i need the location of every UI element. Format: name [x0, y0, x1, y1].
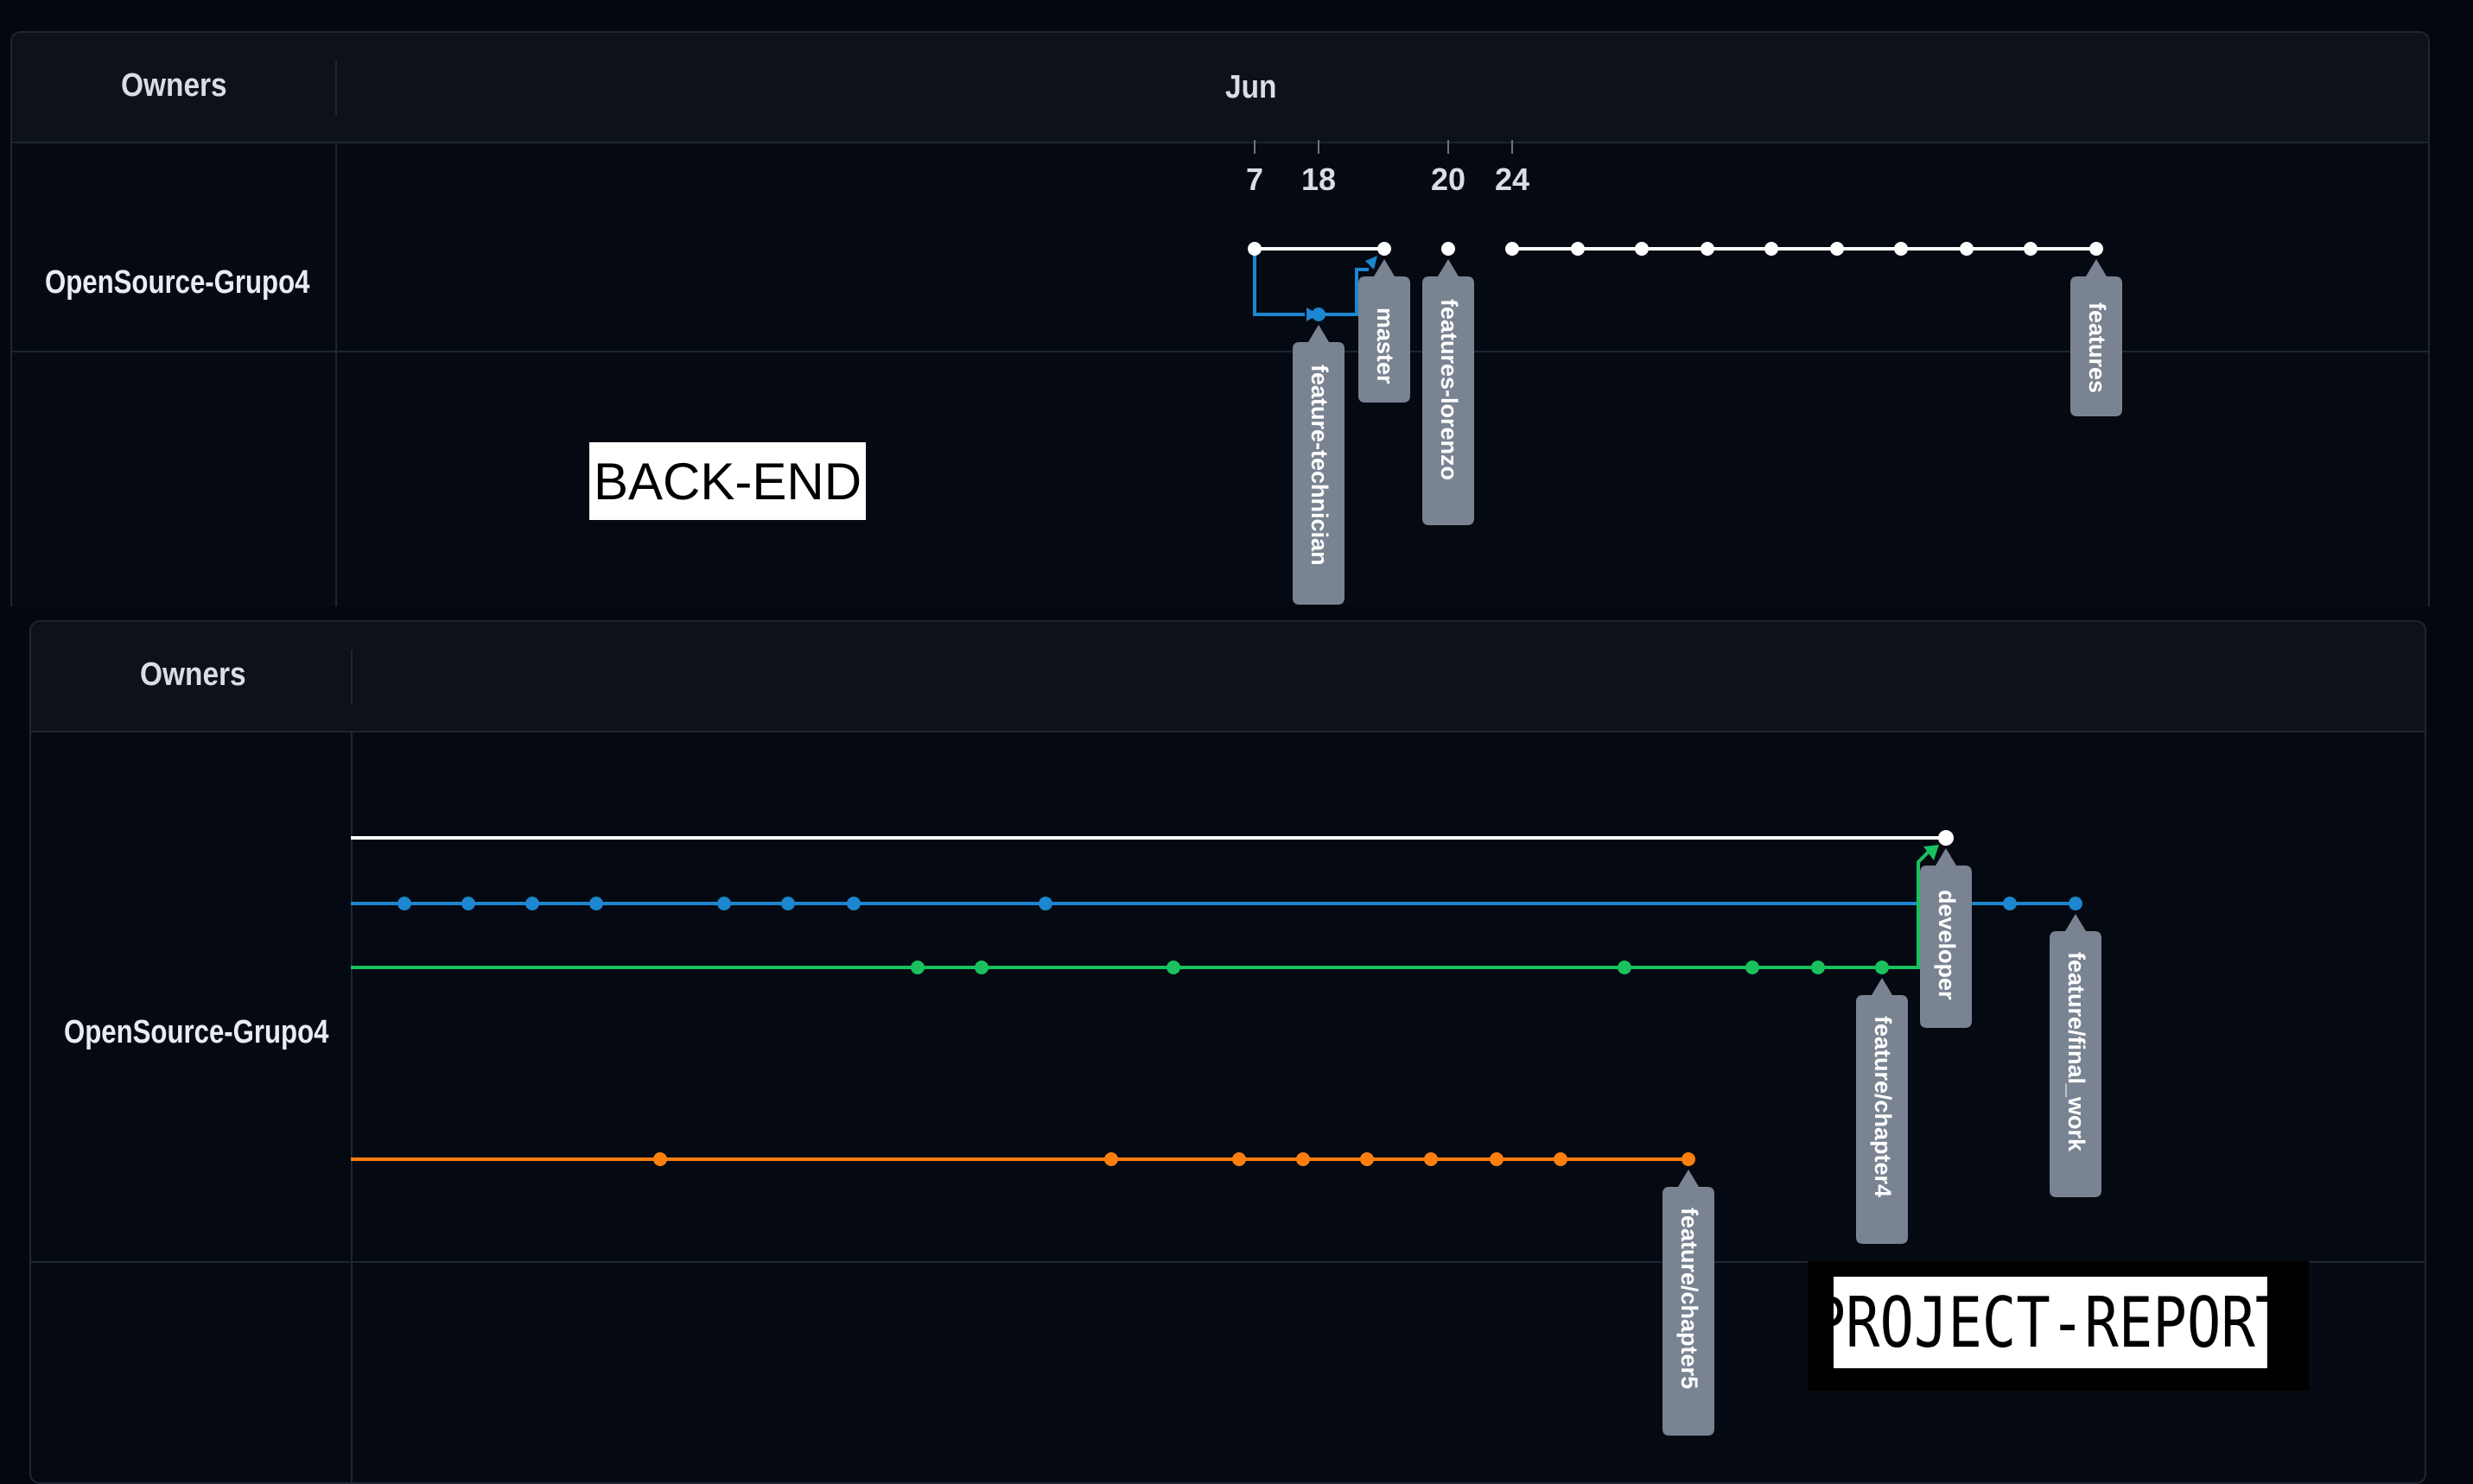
commit-dot[interactable] — [1167, 961, 1180, 974]
branch-label-feature-technician[interactable]: feature-technician — [1293, 325, 1345, 605]
owner-name[interactable]: OpenSource-Grupo4 — [64, 1014, 329, 1050]
branch-label-chapter4[interactable]: feature/chapter4 — [1856, 978, 1908, 1244]
commit-dot[interactable] — [2069, 897, 2082, 910]
commit-dot[interactable] — [525, 897, 539, 910]
commit-dot[interactable] — [1938, 830, 1954, 846]
report-header: Owners — [31, 622, 2425, 732]
owners-column-header: Owners — [140, 656, 246, 693]
commit-dot[interactable] — [1875, 961, 1889, 974]
commit-dot[interactable] — [1232, 1152, 1246, 1166]
commit-dot[interactable] — [1701, 242, 1714, 256]
branch-label-chapter5[interactable]: feature/chapter5 — [1662, 1170, 1714, 1436]
backend-stamp: BACK-END — [589, 442, 866, 520]
commit-dot[interactable] — [1764, 242, 1778, 256]
month-label: Jun — [1225, 69, 1277, 105]
date-tick: 7 — [1246, 162, 1263, 197]
date-axis: 7 18 20 24 — [1246, 140, 1529, 197]
commit-dots-chapter5 — [653, 1152, 1695, 1166]
commit-dot[interactable] — [1360, 1152, 1374, 1166]
merge-line — [1882, 850, 1930, 969]
branch-label-features[interactable]: features — [2070, 259, 2122, 416]
commit-dot[interactable] — [1248, 242, 1262, 256]
branch-label-developer[interactable]: developer — [1920, 848, 1972, 1028]
branch-label-text: master — [1372, 308, 1398, 384]
commit-dot[interactable] — [2003, 897, 2017, 910]
commit-dot[interactable] — [1490, 1152, 1504, 1166]
commit-dot[interactable] — [1682, 1152, 1695, 1166]
commit-dot[interactable] — [1505, 242, 1519, 256]
commit-dot[interactable] — [1554, 1152, 1567, 1166]
branch-label-text: feature/chapter4 — [1870, 1016, 1896, 1197]
header-divider — [351, 650, 353, 705]
commit-dot[interactable] — [2089, 242, 2103, 256]
commit-dot[interactable] — [1424, 1152, 1438, 1166]
arrow-head — [1923, 845, 1939, 860]
commit-dot[interactable] — [589, 897, 603, 910]
commit-dots-final-work — [397, 897, 2082, 910]
commit-dot[interactable] — [781, 897, 795, 910]
owner-name[interactable]: OpenSource-Grupo4 — [45, 264, 310, 301]
owners-column-header: Owners — [121, 67, 227, 104]
commit-dot[interactable] — [1377, 242, 1391, 256]
commit-dot[interactable] — [1894, 242, 1908, 256]
commit-dot[interactable] — [975, 961, 989, 974]
commit-dot[interactable] — [1104, 1152, 1118, 1166]
owner-column-divider — [351, 731, 353, 1482]
branch-label-text: features — [2084, 302, 2110, 393]
date-tick: 24 — [1495, 162, 1529, 197]
arrow-head — [1365, 256, 1377, 270]
commit-dot[interactable] — [397, 897, 411, 910]
commit-dot[interactable] — [1830, 242, 1844, 256]
commit-dots — [1248, 242, 2103, 256]
date-tick: 20 — [1431, 162, 1465, 197]
header-divider — [335, 60, 337, 116]
commit-dot[interactable] — [1039, 897, 1052, 910]
branch-label-master[interactable]: master — [1358, 259, 1410, 403]
commit-dot[interactable] — [1745, 961, 1759, 974]
commit-dot[interactable] — [1296, 1152, 1310, 1166]
merge-line — [1319, 268, 1369, 316]
report-stamp: PROJECT-REPORT — [1811, 1277, 2289, 1368]
commit-dot[interactable] — [717, 897, 731, 910]
commit-dot[interactable] — [911, 961, 925, 974]
commit-dot[interactable] — [1312, 308, 1326, 321]
branch-label-text: developer — [1934, 890, 1960, 1000]
branch-label-text: feature/final_work — [2063, 952, 2089, 1152]
branch-label-text: features-lorenzo — [1436, 299, 1462, 480]
commit-dot[interactable] — [461, 897, 475, 910]
branch-line-feature-technician — [1253, 249, 1305, 316]
date-tick: 18 — [1301, 162, 1336, 197]
branch-label-final-work[interactable]: feature/final_work — [2050, 914, 2101, 1197]
backend-network-panel: Owners Jun OpenSource-Grupo4 — [10, 31, 2430, 606]
commit-dot[interactable] — [847, 897, 861, 910]
commit-dot[interactable] — [1618, 961, 1631, 974]
commit-dot[interactable] — [2024, 242, 2038, 256]
commit-dot[interactable] — [653, 1152, 667, 1166]
commit-dot[interactable] — [1635, 242, 1649, 256]
branch-label-features-lorenzo[interactable]: features-lorenzo — [1422, 259, 1474, 525]
row-divider — [31, 1261, 2425, 1263]
commit-dot[interactable] — [1571, 242, 1585, 256]
backend-header: Owners Jun — [12, 33, 2428, 143]
branch-label-text: feature/chapter5 — [1676, 1208, 1702, 1389]
commit-dot[interactable] — [1960, 242, 1974, 256]
commit-dot[interactable] — [1811, 961, 1825, 974]
commit-dot[interactable] — [1441, 242, 1455, 256]
row-divider — [12, 351, 2428, 352]
commit-dots-chapter4 — [911, 961, 1889, 974]
owner-column-divider — [335, 142, 337, 606]
branch-label-text: feature-technician — [1306, 365, 1332, 566]
